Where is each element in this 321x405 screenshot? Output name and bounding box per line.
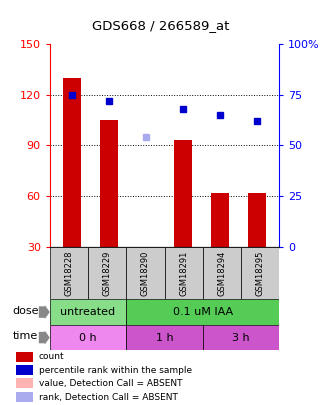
Bar xyxy=(50,299,126,325)
Text: GSM18290: GSM18290 xyxy=(141,250,150,296)
Bar xyxy=(126,325,203,350)
Text: GSM18228: GSM18228 xyxy=(65,250,74,296)
Bar xyxy=(50,247,88,299)
Text: value, Detection Call = ABSENT: value, Detection Call = ABSENT xyxy=(39,379,182,388)
Bar xyxy=(203,325,279,350)
Text: GSM18291: GSM18291 xyxy=(179,250,188,296)
Text: time: time xyxy=(13,331,38,341)
Bar xyxy=(50,325,126,350)
Bar xyxy=(16,392,33,402)
Text: GSM18229: GSM18229 xyxy=(103,250,112,296)
Bar xyxy=(248,193,266,247)
Bar xyxy=(16,352,33,362)
Text: percentile rank within the sample: percentile rank within the sample xyxy=(39,365,192,375)
Bar xyxy=(164,247,203,299)
Bar xyxy=(100,120,118,247)
Bar xyxy=(203,247,241,299)
Text: GSM18295: GSM18295 xyxy=(256,250,265,296)
Bar xyxy=(63,78,81,247)
Text: 0 h: 0 h xyxy=(79,333,97,343)
Bar xyxy=(174,140,192,247)
Bar xyxy=(211,193,229,247)
FancyArrow shape xyxy=(39,330,50,345)
Text: untreated: untreated xyxy=(60,307,116,317)
Bar xyxy=(88,247,126,299)
Text: 3 h: 3 h xyxy=(232,333,250,343)
Text: 1 h: 1 h xyxy=(156,333,173,343)
FancyArrow shape xyxy=(39,305,50,319)
Bar xyxy=(16,378,33,388)
Text: count: count xyxy=(39,352,65,361)
Bar xyxy=(241,247,279,299)
Text: GSM18294: GSM18294 xyxy=(217,250,226,296)
Text: dose: dose xyxy=(13,306,39,316)
Bar xyxy=(126,299,279,325)
Text: GDS668 / 266589_at: GDS668 / 266589_at xyxy=(92,19,229,32)
Text: rank, Detection Call = ABSENT: rank, Detection Call = ABSENT xyxy=(39,393,178,402)
Bar xyxy=(16,365,33,375)
Text: 0.1 uM IAA: 0.1 uM IAA xyxy=(173,307,233,317)
Bar xyxy=(137,247,155,250)
Bar xyxy=(126,247,164,299)
